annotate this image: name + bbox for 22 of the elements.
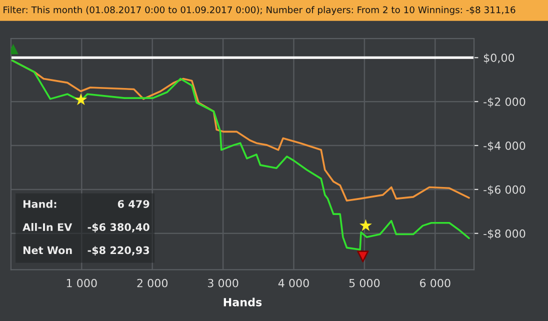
x-tick-label: 2 000	[137, 278, 168, 288]
y-tick-label: -$6 000	[484, 185, 526, 196]
y-tick-label: -$4 000	[484, 141, 526, 152]
y-tick-label: -$2 000	[484, 97, 526, 108]
x-tick-label: 1 000	[66, 278, 97, 288]
x-tick-label: 3 000	[208, 278, 238, 288]
annotation: 6 479	[118, 200, 150, 208]
point	[359, 219, 372, 232]
point	[74, 93, 88, 106]
annotation: -$6 380,40	[88, 223, 150, 232]
annotation: Hand:	[23, 200, 56, 208]
chart-title: Filter: This month (01.08.2017 0:00 to 01.09.2017 0:00); Number of players: From 2 to 10 Winnings: -$8 311,16	[4, 6, 516, 16]
x-axis-title: Hands	[224, 298, 262, 306]
point	[357, 250, 369, 262]
x-tick-label: 5 000	[349, 278, 380, 288]
y-tick-label: $0,00	[484, 53, 514, 64]
annotation: Net Won	[23, 246, 72, 254]
x-tick-label: 6 000	[420, 278, 450, 288]
annotation: All-In EV	[22, 223, 72, 231]
x-tick-label: 4 000	[278, 278, 309, 288]
annotation: -$8 220,93	[88, 246, 150, 256]
y-tick-label: -$8 000	[484, 229, 526, 240]
